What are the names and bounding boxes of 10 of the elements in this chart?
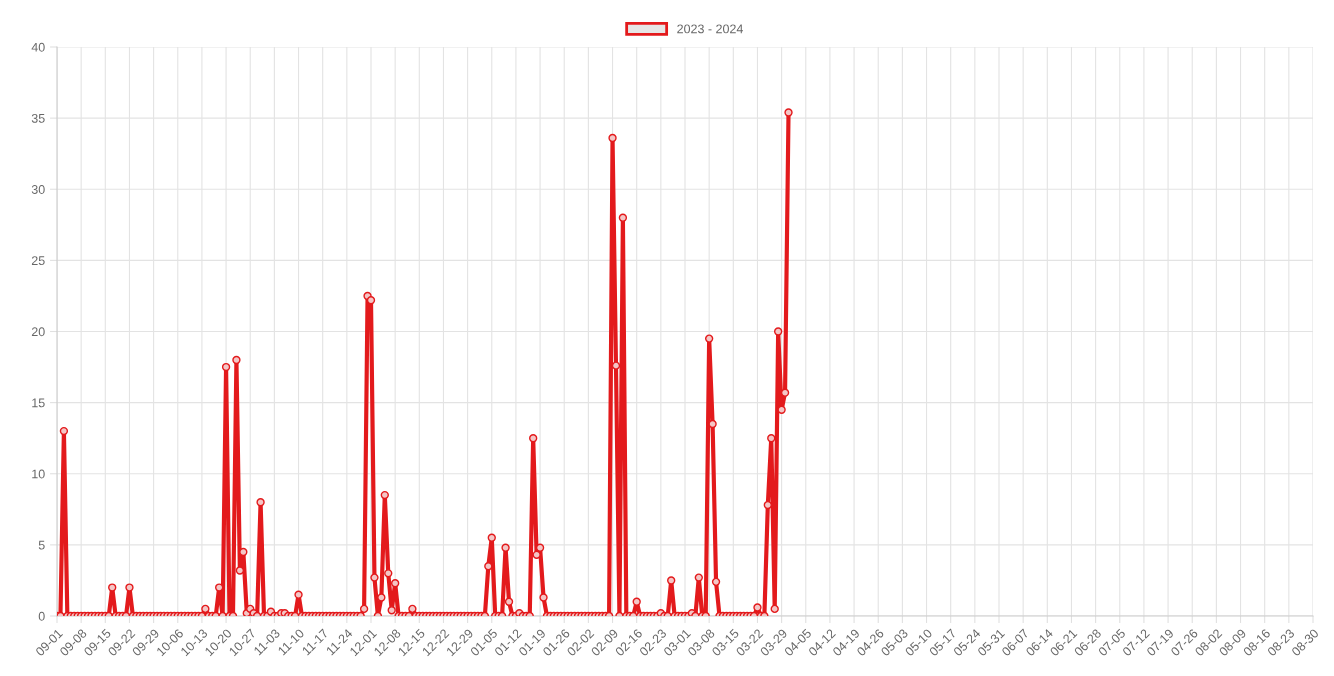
- y-tick-label: 15: [32, 398, 45, 408]
- y-tick-label: 40: [31, 42, 45, 52]
- y-tick-label: 20: [31, 327, 45, 337]
- y-tick-label: 30: [31, 185, 45, 194]
- y-tick-label: 35: [31, 113, 45, 123]
- y-tick-label: 10: [32, 469, 45, 479]
- y-tick-label: 5: [38, 540, 45, 550]
- y-tick-label: 25: [31, 256, 45, 266]
- legend-label: 2023 - 2024: [677, 24, 743, 34]
- y-tick-label: 0: [38, 611, 45, 621]
